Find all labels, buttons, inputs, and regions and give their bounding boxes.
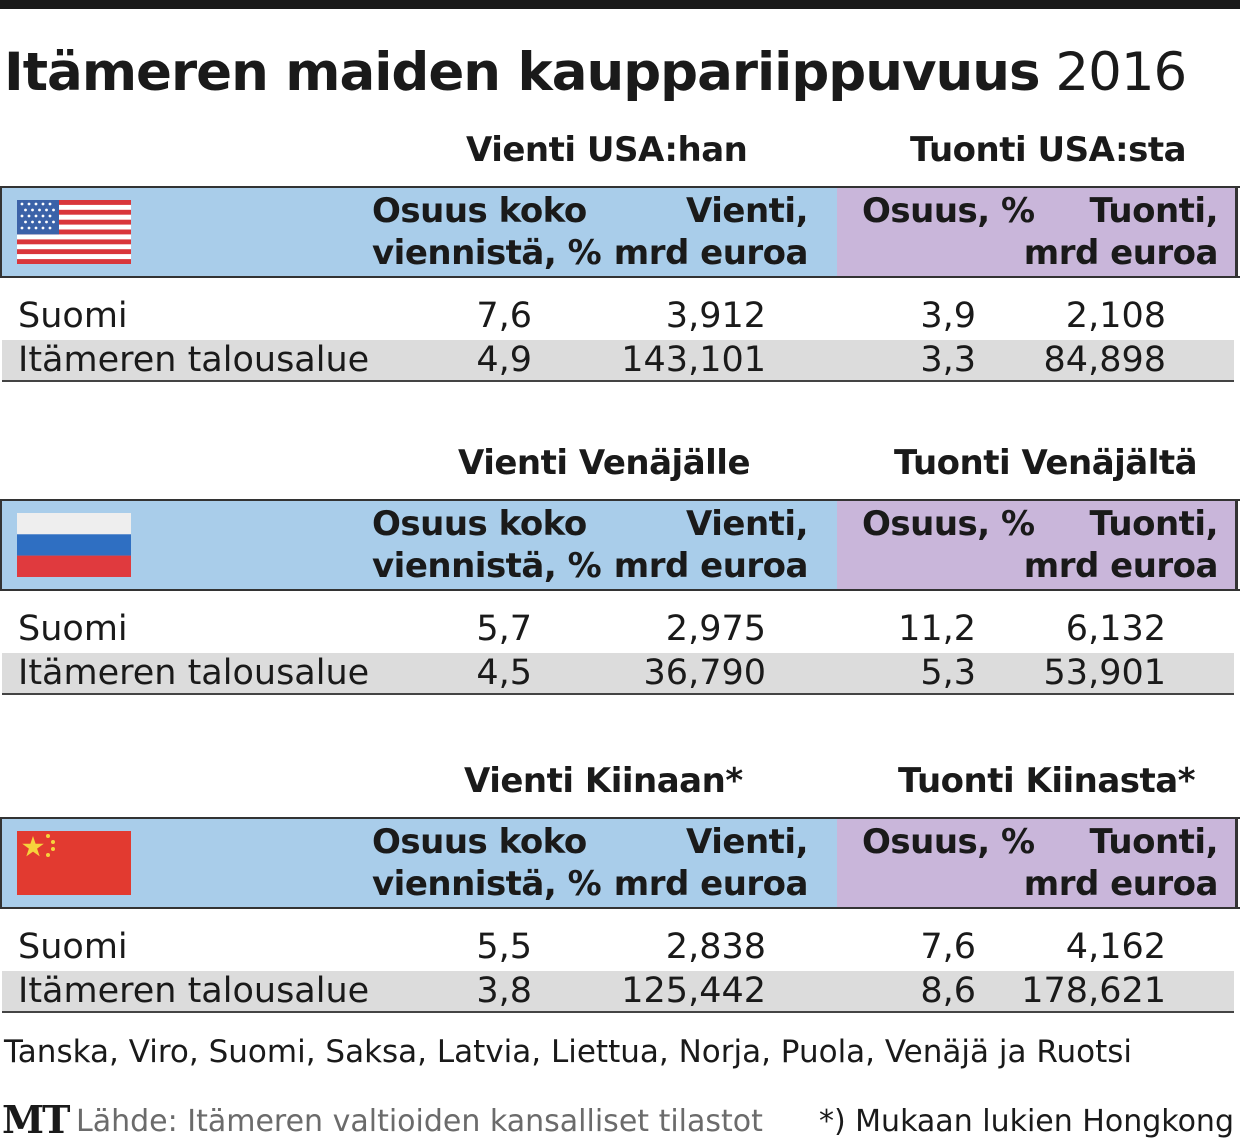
table-row: Suomi 5,7 2,975 11,2 6,132	[2, 609, 1234, 649]
source-note: Lähde: Itämeren valtioiden kansalliset t…	[76, 1104, 763, 1139]
row-label: Suomi	[18, 609, 128, 649]
row-divider	[2, 693, 1234, 695]
header-import-value: Tuonti, mrd euroa	[1023, 822, 1219, 904]
top-rule	[0, 0, 1240, 9]
usa-section: Vienti USA:han Tuonti USA:sta Osuus koko…	[0, 125, 1240, 385]
row-divider	[2, 380, 1234, 382]
header-import-value: Tuonti, mrd euroa	[1023, 504, 1219, 586]
title-main: Itämeren maiden kauppariippuvuus	[4, 42, 1041, 103]
import-value-cell: 53,901	[1043, 653, 1166, 693]
export-share-cell: 4,9	[476, 340, 532, 380]
import-title: Tuonti Kiinasta*	[898, 761, 1196, 801]
import-value-cell: 4,162	[1065, 927, 1166, 967]
export-share-cell: 5,7	[476, 609, 532, 649]
export-header-bg	[2, 501, 837, 589]
import-value-cell: 6,132	[1065, 609, 1166, 649]
table-row: Itämeren talousalue 4,5 36,790 5,3 53,90…	[2, 653, 1234, 693]
header-share-export: Osuus koko viennistä, %	[372, 191, 602, 273]
export-value-cell: 143,101	[621, 340, 766, 380]
row-divider	[2, 1011, 1234, 1013]
export-share-cell: 5,5	[476, 927, 532, 967]
export-share-cell: 3,8	[476, 971, 532, 1011]
table-row: Suomi 5,5 2,838 7,6 4,162	[2, 927, 1234, 967]
import-share-cell: 3,9	[920, 296, 976, 336]
export-value-cell: 2,975	[665, 609, 766, 649]
column-header-band: Osuus koko viennistä, % Vienti, mrd euroa …	[0, 186, 1240, 278]
import-share-cell: 5,3	[920, 653, 976, 693]
header-share-import: Osuus, %	[862, 504, 1035, 544]
export-title: Vienti Kiinaan*	[464, 761, 743, 801]
usa-flag-icon	[17, 200, 131, 264]
import-value-cell: 84,898	[1043, 340, 1166, 380]
export-share-cell: 4,5	[476, 653, 532, 693]
import-share-cell: 7,6	[920, 927, 976, 967]
member-countries-note: Tanska, Viro, Suomi, Saksa, Latvia, Liet…	[4, 1034, 1133, 1070]
header-export-value: Vienti, mrd euroa	[613, 504, 809, 586]
header-share-export: Osuus koko viennistä, %	[372, 822, 602, 904]
export-title: Vienti Venäjälle	[458, 443, 751, 483]
row-label: Suomi	[18, 296, 128, 336]
page-title: Itämeren maiden kauppariippuvuus 2016	[4, 40, 1187, 106]
footnote: *) Mukaan lukien Hongkong	[818, 1104, 1234, 1139]
export-title: Vienti USA:han	[466, 130, 748, 170]
column-header-band: Osuus koko viennistä, % Vienti, mrd euroa …	[0, 499, 1240, 591]
export-value-cell: 125,442	[621, 971, 766, 1011]
import-value-cell: 2,108	[1065, 296, 1166, 336]
export-value-cell: 36,790	[643, 653, 766, 693]
header-share-export: Osuus koko viennistä, %	[372, 504, 602, 586]
header-export-value: Vienti, mrd euroa	[613, 822, 809, 904]
import-title: Tuonti Venäjältä	[894, 443, 1198, 483]
table-row: Suomi 7,6 3,912 3,9 2,108	[2, 296, 1234, 336]
russia-flag-icon	[17, 513, 131, 577]
table-row: Itämeren talousalue 3,8 125,442 8,6 178,…	[2, 971, 1234, 1011]
import-share-cell: 8,6	[920, 971, 976, 1011]
table-row: Itämeren talousalue 4,9 143,101 3,3 84,8…	[2, 340, 1234, 380]
import-header-bg	[837, 819, 1235, 907]
export-value-cell: 3,912	[665, 296, 766, 336]
import-header-bg	[837, 501, 1235, 589]
mt-logo: MT	[2, 1097, 70, 1142]
header-export-value: Vienti, mrd euroa	[613, 191, 809, 273]
china-flag-icon	[17, 831, 131, 895]
row-label: Itämeren talousalue	[18, 653, 370, 693]
row-label: Suomi	[18, 927, 128, 967]
header-share-import: Osuus, %	[862, 191, 1035, 231]
export-value-cell: 2,838	[665, 927, 766, 967]
import-title: Tuonti USA:sta	[910, 130, 1187, 170]
export-share-cell: 7,6	[476, 296, 532, 336]
import-value-cell: 178,621	[1021, 971, 1166, 1011]
export-header-bg	[2, 188, 837, 276]
column-header-band: Osuus koko viennistä, % Vienti, mrd euroa …	[0, 817, 1240, 909]
import-header-bg	[837, 188, 1235, 276]
row-label: Itämeren talousalue	[18, 971, 370, 1011]
import-share-cell: 11,2	[898, 609, 976, 649]
title-year: 2016	[1055, 42, 1187, 103]
row-label: Itämeren talousalue	[18, 340, 370, 380]
russia-section: Vienti Venäjälle Tuonti Venäjältä Osuus …	[0, 438, 1240, 698]
import-share-cell: 3,3	[920, 340, 976, 380]
header-share-import: Osuus, %	[862, 822, 1035, 862]
header-import-value: Tuonti, mrd euroa	[1023, 191, 1219, 273]
china-section: Vienti Kiinaan* Tuonti Kiinasta* Osuus k…	[0, 756, 1240, 1016]
export-header-bg	[2, 819, 837, 907]
